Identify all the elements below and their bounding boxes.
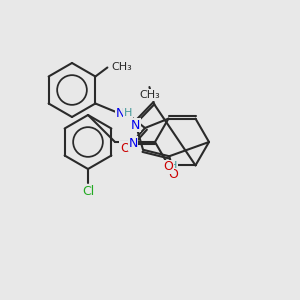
Text: CH₃: CH₃: [139, 90, 160, 100]
Text: Cl: Cl: [82, 185, 94, 198]
Text: N: N: [128, 137, 138, 150]
Text: N: N: [115, 107, 125, 120]
Text: O: O: [164, 160, 173, 173]
Text: H: H: [169, 161, 177, 172]
Text: H: H: [124, 108, 132, 118]
Text: O: O: [168, 169, 178, 182]
Text: CH₃: CH₃: [111, 62, 132, 73]
Text: O: O: [120, 142, 130, 155]
Text: N: N: [131, 119, 140, 132]
